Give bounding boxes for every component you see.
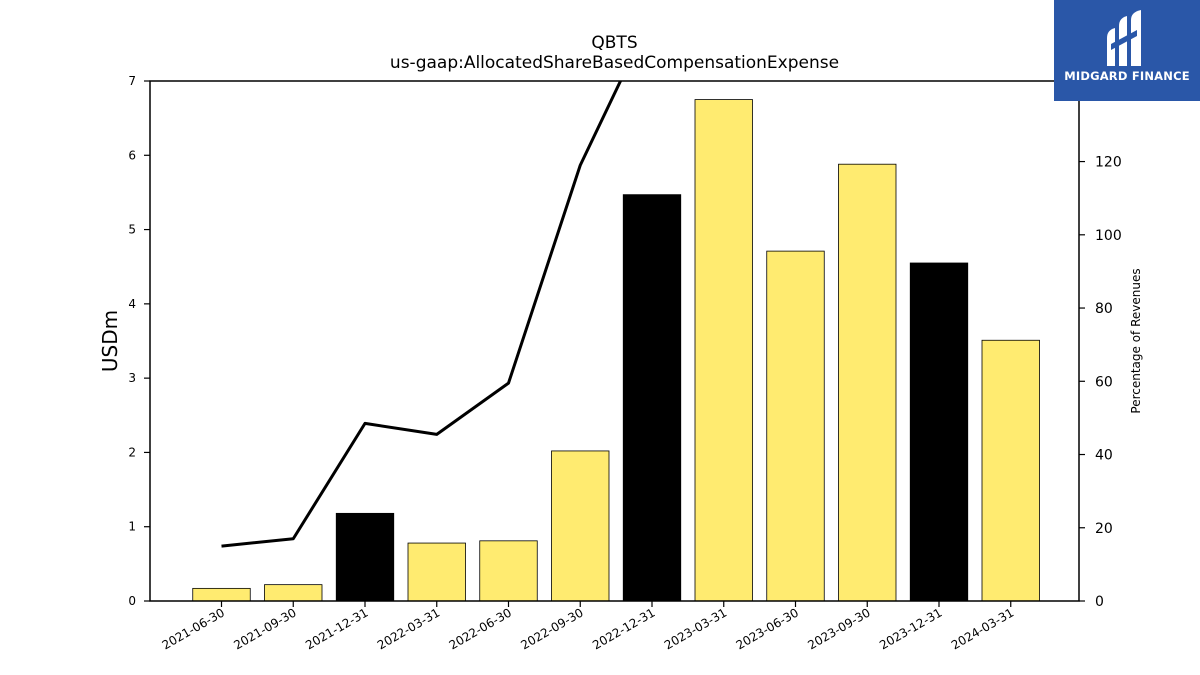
bar-2021-06-30: [192, 587, 251, 602]
ratio-line: [221, 81, 623, 548]
bar-2022-12-31: [622, 194, 682, 602]
left-tick-label: 6: [128, 148, 136, 162]
bar-series: [192, 99, 1040, 602]
logo-text: MIDGARD FINANCE: [1064, 69, 1190, 83]
left-tick-label: 5: [128, 223, 136, 237]
x-axis: 2021-06-30 2021-09-30 2021-12-31 2022-03-31…: [160, 601, 1016, 652]
bar-2022-03-31: [407, 542, 466, 602]
right-tick-label: 0: [1095, 594, 1104, 610]
logo-mark-icon: [1107, 10, 1141, 66]
left-tick-label: 3: [128, 371, 136, 385]
bar-2023-06-30: [766, 250, 825, 602]
x-tick-label: 2023-03-31: [662, 605, 729, 652]
x-tick-label: 2021-12-31: [303, 605, 370, 652]
bar-2022-09-30: [551, 450, 610, 602]
midgard-finance-logo: MIDGARD FINANCE: [1054, 0, 1200, 101]
chart-title: QBTS: [591, 33, 637, 53]
x-tick-label: 2024-03-31: [949, 605, 1016, 652]
y-axis-label: USDm: [98, 310, 122, 372]
bar-2023-09-30: [838, 163, 897, 602]
y2-axis-label: Percentage of Revenues: [1129, 268, 1143, 413]
x-tick-label: 2022-09-30: [518, 605, 585, 652]
right-tick-label: 60: [1095, 374, 1113, 390]
left-tick-label: 2: [128, 445, 136, 459]
right-tick-label: 20: [1095, 521, 1113, 537]
bar-2023-03-31: [694, 99, 753, 602]
right-tick-label: 40: [1095, 448, 1113, 464]
left-tick-label: 0: [128, 594, 136, 608]
left-axis: 0 1 2 3 4 5 6 7: [128, 74, 150, 608]
bar-2023-12-31: [909, 262, 969, 602]
x-tick-label: 2021-06-30: [160, 605, 227, 652]
x-tick-label: 2022-12-31: [590, 605, 657, 652]
right-tick-label: 120: [1095, 155, 1122, 171]
bar-2024-03-31: [981, 339, 1040, 602]
x-tick-label: 2022-03-31: [375, 605, 442, 652]
right-tick-label: 80: [1095, 301, 1113, 317]
x-tick-label: 2023-09-30: [805, 605, 872, 652]
chart-subtitle: us-gaap:AllocatedShareBasedCompensationE…: [390, 53, 839, 73]
bar-2022-06-30: [479, 540, 538, 602]
left-tick-label: 4: [128, 297, 136, 311]
right-axis: 0 20 40 60 80 100 120: [1079, 155, 1122, 610]
plot-frame: [149, 80, 1080, 602]
bar-2021-12-31: [335, 512, 395, 602]
right-tick-label: 100: [1095, 228, 1122, 244]
bar-2021-09-30: [264, 584, 323, 602]
left-tick-label: 1: [128, 520, 136, 534]
x-tick-label: 2023-12-31: [877, 605, 944, 652]
x-tick-label: 2021-09-30: [231, 605, 298, 652]
x-tick-label: 2023-06-30: [734, 605, 801, 652]
x-tick-label: 2022-06-30: [447, 605, 514, 652]
line-series: [221, 81, 623, 548]
left-tick-label: 7: [128, 74, 136, 88]
